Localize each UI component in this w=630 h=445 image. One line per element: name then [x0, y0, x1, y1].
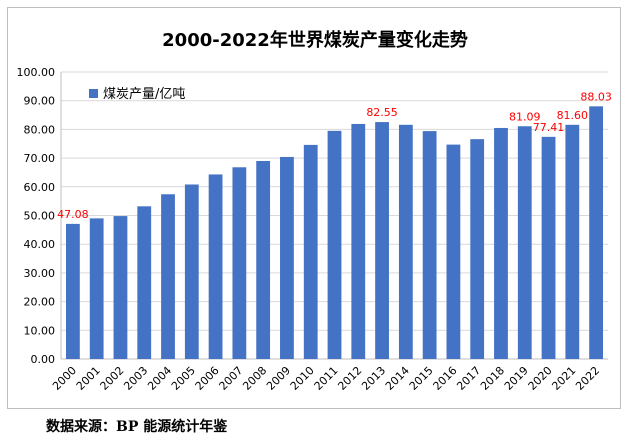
legend-swatch: [89, 89, 98, 98]
chart-frame: 2000-2022年世界煤炭产量变化走势 0.00 10.00 20.00 30.00 4…: [7, 7, 621, 409]
bar-2003: [137, 206, 152, 359]
data-label: 88.03: [580, 90, 612, 103]
data-label: 81.60: [557, 109, 589, 122]
y-tick-label: 0.00: [31, 353, 56, 366]
x-tick-label: 2002: [98, 364, 127, 393]
y-tick-label: 90.00: [24, 95, 56, 108]
bar-2013: [375, 122, 389, 359]
x-tick-label: 2010: [288, 364, 317, 393]
x-tick-label: 2011: [312, 364, 341, 393]
bar-2001: [89, 218, 104, 359]
bar-2021: [565, 124, 580, 359]
x-tick-label: 2008: [240, 364, 269, 393]
bar-2005: [184, 184, 199, 359]
x-tick-label: 2016: [431, 364, 460, 393]
bar-2004: [161, 194, 175, 359]
bar-2002: [113, 216, 128, 359]
y-tick-label: 100.00: [17, 66, 56, 79]
x-tick-label: 2013: [359, 364, 388, 393]
x-tick-label: 2018: [478, 364, 507, 393]
legend-label: 煤炭产量/亿吨: [103, 87, 185, 102]
x-tick-label: 2015: [407, 364, 436, 393]
data-label: 82.55: [366, 106, 398, 119]
y-tick-label: 40.00: [24, 238, 56, 251]
bar-2009: [280, 156, 294, 359]
bar-2022: [589, 106, 604, 359]
y-tick-label: 60.00: [24, 181, 56, 194]
x-tick-label: 2019: [502, 364, 531, 393]
bar-2011: [327, 130, 342, 359]
x-tick-label: 2003: [121, 364, 150, 393]
x-tick-label: 2004: [145, 364, 174, 393]
bar-2008: [256, 160, 271, 359]
y-tick-label: 10.00: [24, 324, 56, 337]
bar-2019: [517, 126, 532, 359]
y-tick-label: 20.00: [24, 296, 56, 309]
x-tick-label: 2012: [335, 364, 364, 393]
x-tick-label: 2017: [454, 364, 483, 393]
bar-2007: [232, 167, 247, 359]
bar-2018: [494, 127, 508, 359]
y-tick-label: 80.00: [24, 123, 56, 136]
data-label: 47.08: [57, 208, 89, 221]
bar-2012: [351, 123, 366, 360]
bar-2017: [470, 139, 485, 359]
bar-2010: [303, 144, 318, 359]
x-tick-label: 2007: [216, 364, 245, 393]
bar-chart: 2000-2022年世界煤炭产量变化走势 0.00 10.00 20.00 30.00 4…: [17, 29, 612, 393]
bar-2015: [422, 131, 437, 359]
x-tick-label: 2021: [549, 364, 578, 393]
x-tick-label: 2009: [264, 364, 293, 393]
data-label: 81.09: [509, 110, 541, 123]
bar-2016: [446, 144, 461, 359]
y-tick-label: 70.00: [24, 152, 56, 165]
x-tick-label: 2006: [193, 364, 222, 393]
y-tick-label: 50.00: [24, 210, 56, 223]
bar-2006: [208, 174, 223, 359]
data-label: 77.41: [533, 121, 565, 134]
x-tick-label: 2005: [169, 364, 198, 393]
source-note: 数据来源：BP 能源统计年鉴: [46, 419, 228, 435]
bar-2000: [65, 223, 80, 359]
x-tick-label: 2001: [74, 364, 103, 393]
x-tick-label: 2020: [526, 364, 555, 393]
bar-2020: [541, 136, 556, 359]
x-tick-label: 2022: [573, 364, 602, 393]
bar-2014: [398, 124, 413, 359]
x-tick-label: 2014: [383, 364, 412, 393]
y-tick-label: 30.00: [24, 267, 56, 280]
x-tick-label: 2000: [50, 364, 79, 393]
chart-title: 2000-2022年世界煤炭产量变化走势: [162, 29, 468, 51]
